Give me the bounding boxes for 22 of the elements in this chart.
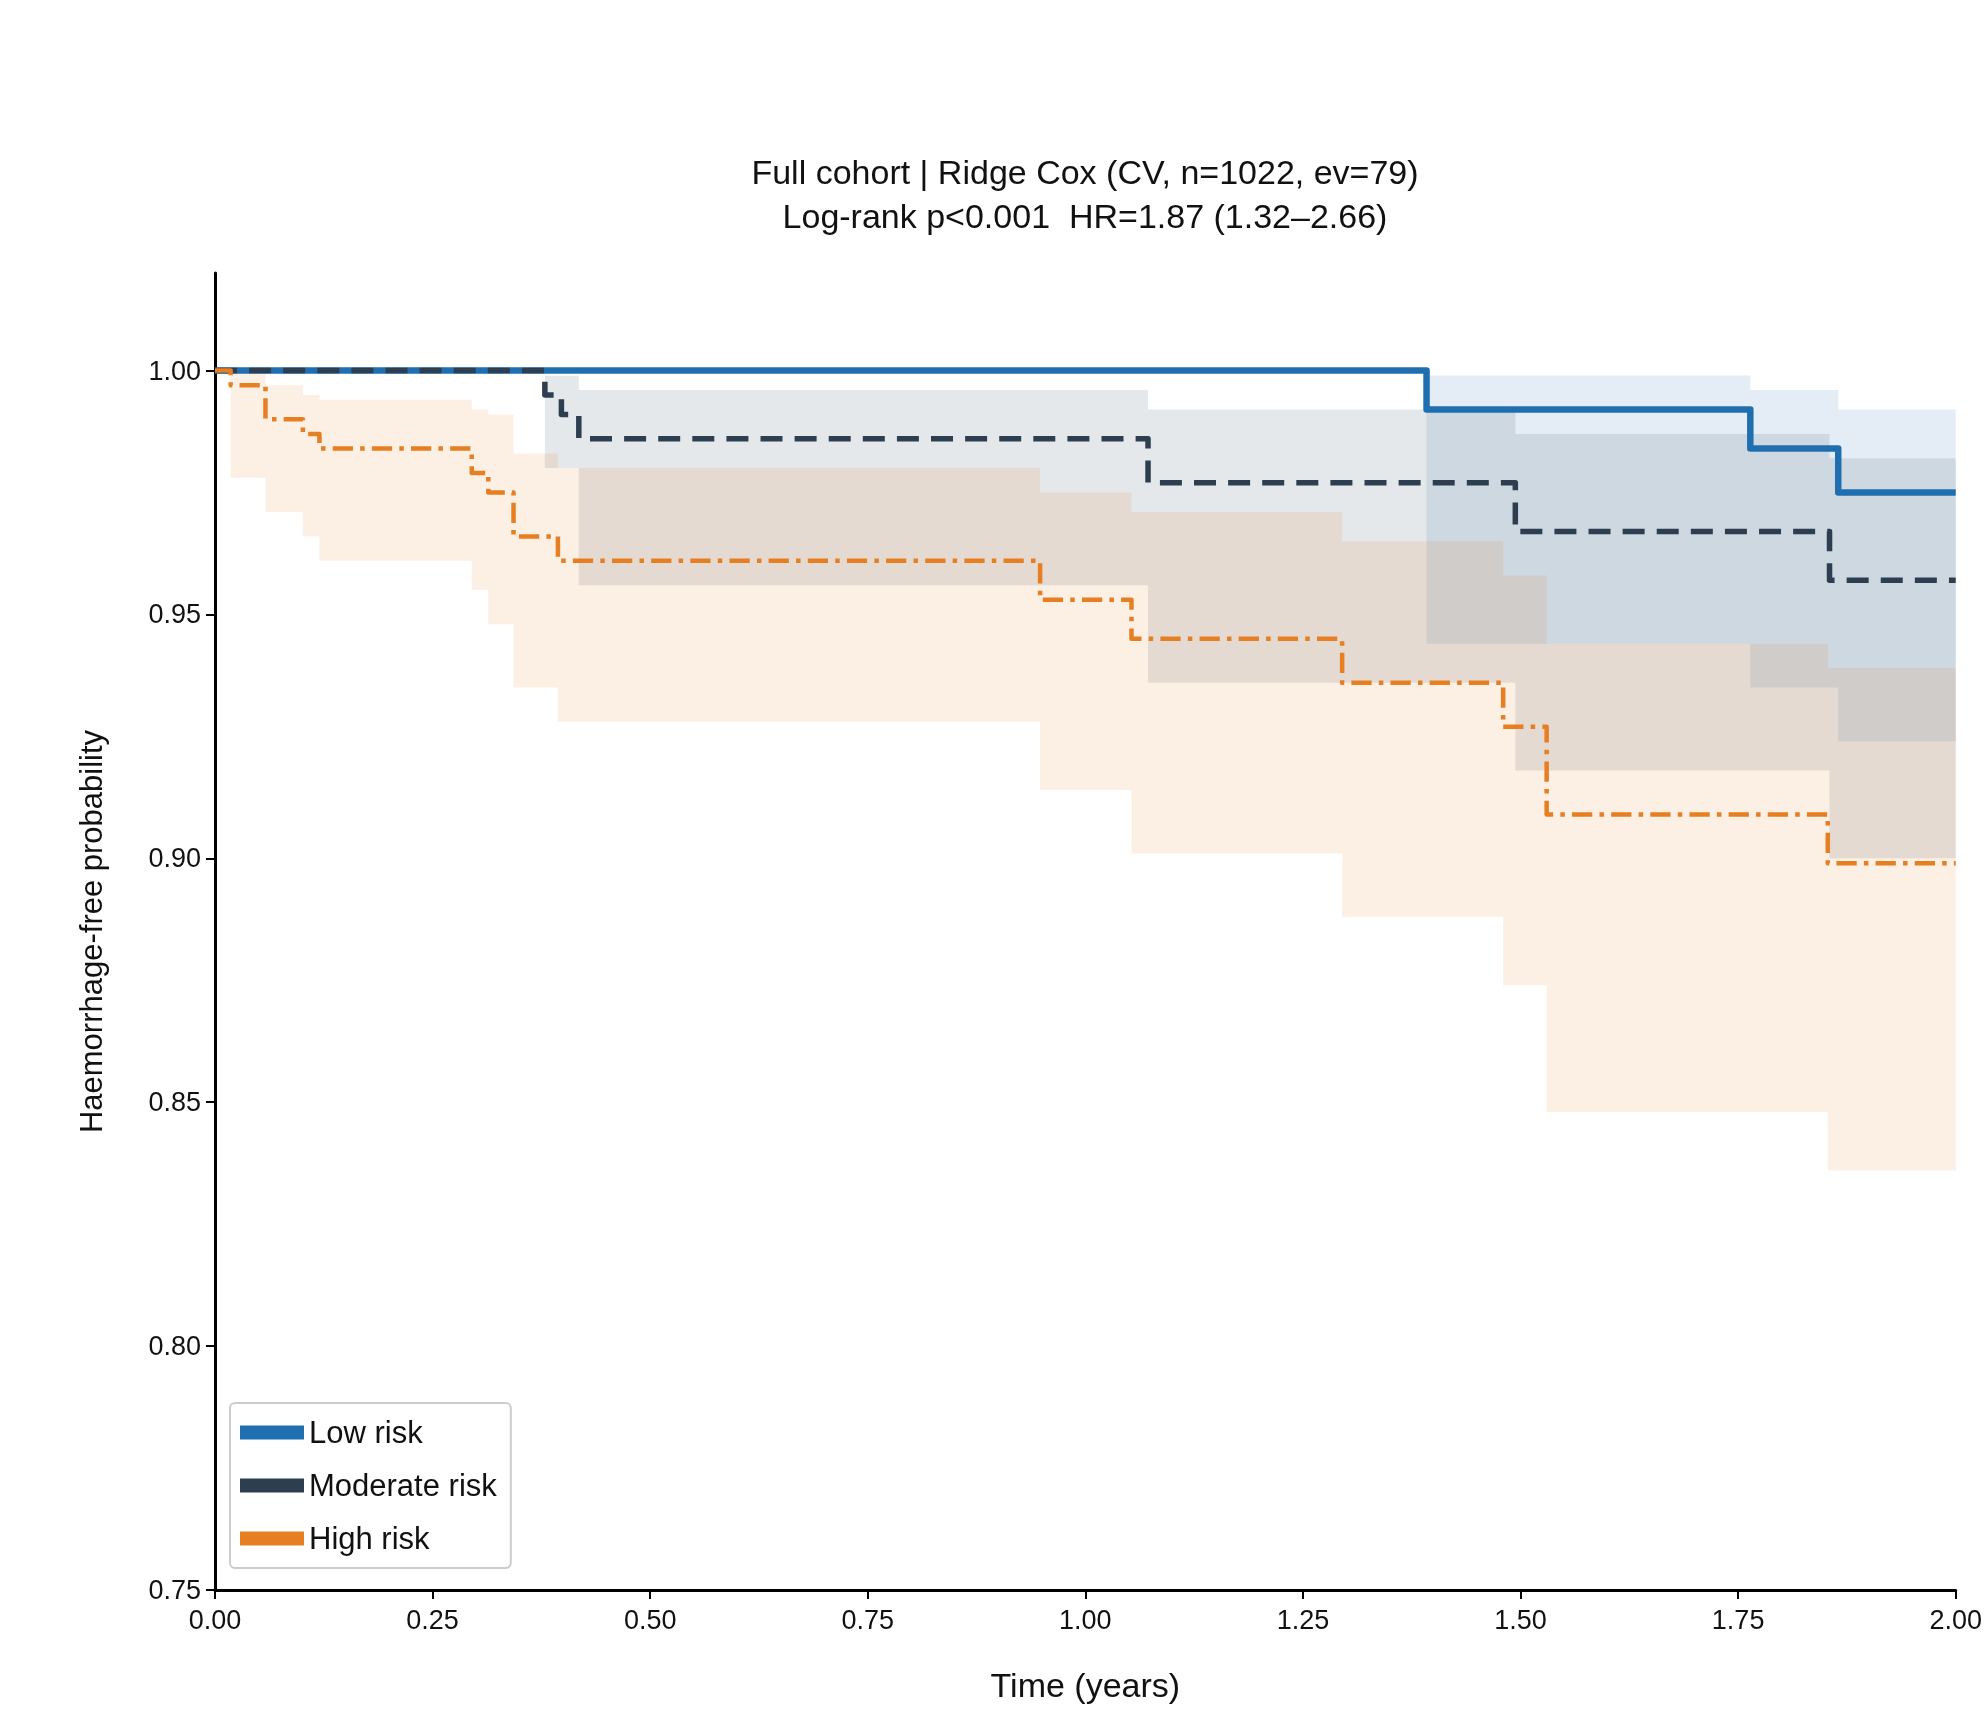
y-tick-label: 0.80	[148, 1331, 201, 1362]
x-tick-label: 0.75	[841, 1604, 895, 1635]
x-tick-label: 2.00	[1929, 1604, 1983, 1635]
x-axis-title: Time (years)	[990, 1666, 1181, 1704]
y-tick-label: 0.90	[148, 843, 201, 874]
y-tick-label: 0.85	[148, 1087, 201, 1118]
x-tick-label: 1.50	[1494, 1604, 1547, 1635]
chart-subtitle: Log-rank p<0.001 HR=1.87 (1.32–2.66)	[782, 197, 1388, 235]
y-axis-title: Haemorrhage-free probability	[74, 729, 109, 1134]
legend-label: Moderate risk	[309, 1468, 498, 1503]
y-tick-label: 1.00	[148, 355, 201, 386]
legend-label: Low risk	[309, 1415, 424, 1450]
x-tick-label: 0.50	[623, 1604, 677, 1635]
x-tick-label: 1.00	[1059, 1604, 1112, 1635]
y-tick-label: 0.75	[148, 1575, 201, 1605]
y-tick-label: 0.95	[148, 599, 201, 630]
x-tick-label: 1.75	[1711, 1604, 1765, 1635]
x-tick-label: 0.00	[188, 1604, 242, 1635]
x-tick-label: 0.25	[406, 1604, 459, 1635]
x-tick-label: 1.25	[1276, 1604, 1330, 1635]
chart-title: Full cohort | Ridge Cox (CV, n=1022, ev=79)	[751, 153, 1419, 191]
legend-label: High risk	[309, 1521, 431, 1556]
